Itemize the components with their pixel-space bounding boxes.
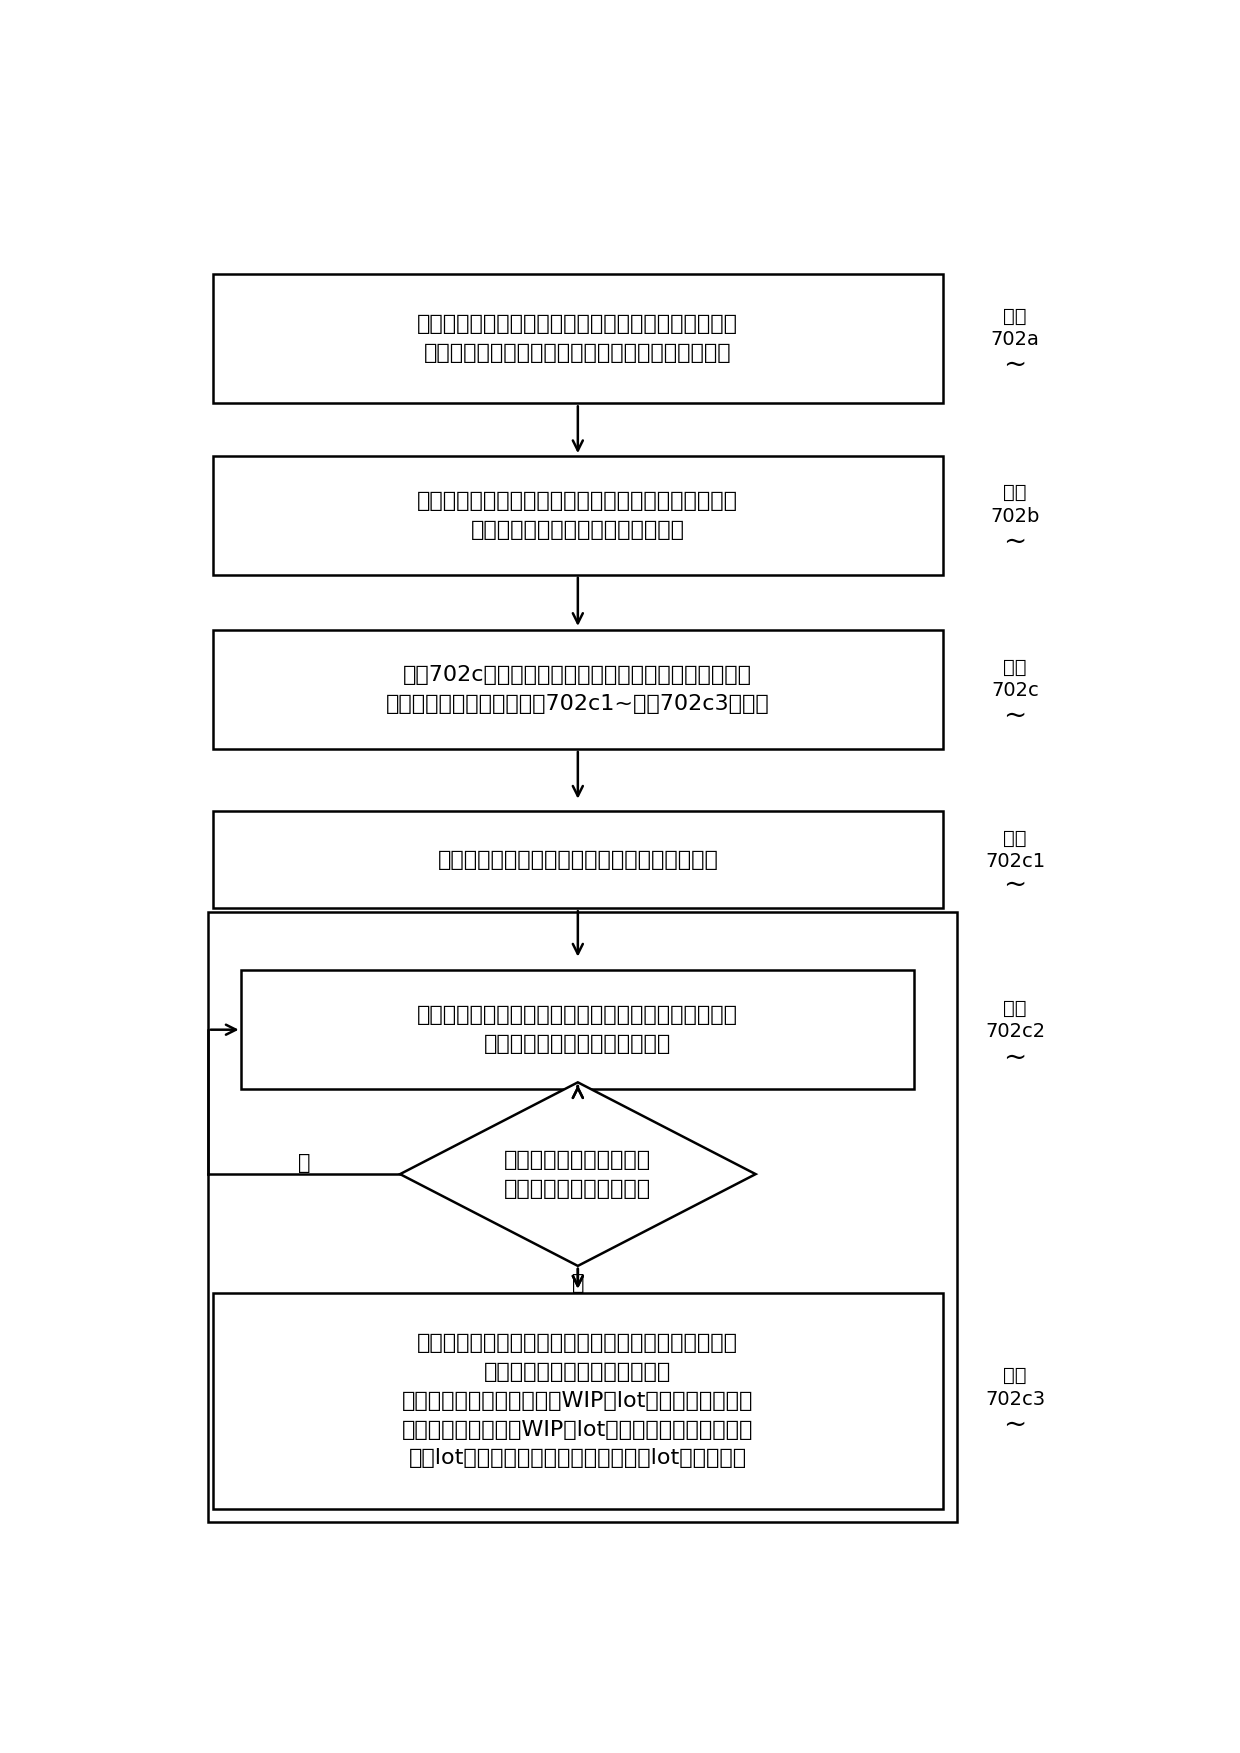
Text: 统计本段单位生产时段中的所有生产机台的产量和机台
最大产能，以获得产量大于机台最大产能的生产机台: 统计本段单位生产时段中的所有生产机台的产量和机台 最大产能，以获得产量大于机台最… <box>418 314 738 363</box>
Text: 步骤
702b: 步骤 702b <box>991 484 1040 526</box>
Polygon shape <box>401 1082 755 1266</box>
Text: 步骤
702c2: 步骤 702c2 <box>985 999 1045 1041</box>
Text: 步骤
702c3: 步骤 702c3 <box>985 1366 1045 1409</box>
Text: ~: ~ <box>1003 529 1027 556</box>
Text: ~: ~ <box>1003 1045 1027 1071</box>
Bar <box>213 629 942 749</box>
Text: ~: ~ <box>1003 703 1027 729</box>
Bar <box>213 456 942 575</box>
Text: 步骤
702a: 步骤 702a <box>991 307 1039 349</box>
Text: 将所获得的产量大于机台最大产能的生产机台，按照机
台工作负载从大到小的顺序进行排序: 将所获得的产量大于机台最大产能的生产机台，按照机 台工作负载从大到小的顺序进行排… <box>418 491 738 540</box>
Text: ~: ~ <box>1003 871 1027 899</box>
Text: 步骤
702c1: 步骤 702c1 <box>985 829 1045 871</box>
Text: 步骤
702c: 步骤 702c <box>991 657 1039 699</box>
Text: 否: 否 <box>298 1153 310 1173</box>
Text: 步骤702c、将从大到小进行排序后的生产机台，按照从
大到小的顺序依次进行步骤702c1~步骤702c3的操作: 步骤702c、将从大到小进行排序后的生产机台，按照从 大到小的顺序依次进行步骤7… <box>386 664 770 713</box>
Text: 按照出货时间对本生产机台的出货记录进行排序: 按照出货时间对本生产机台的出货记录进行排序 <box>438 850 718 869</box>
Bar <box>208 912 957 1522</box>
Text: 删去本生产机台未被累加的出货记录，并删去其它生产
机台符合以下条件的出货记录：
其它生产机台的出货记录中WIP的lot号与本生产机台未
被累加的出货记录中WIP: 删去本生产机台未被累加的出货记录，并删去其它生产 机台符合以下条件的出货记录： … <box>402 1334 754 1469</box>
Text: 是: 是 <box>572 1273 584 1294</box>
Text: 从本机台的生产记录中的第一条记录开始进行出货量的
逐条累加，以获得出货量累加值: 从本机台的生产记录中的第一条记录开始进行出货量的 逐条累加，以获得出货量累加值 <box>418 1004 738 1054</box>
Bar <box>213 1294 942 1509</box>
Text: 出货量累加值是否大于本
生产机台的机台最大产能: 出货量累加值是否大于本 生产机台的机台最大产能 <box>505 1150 651 1199</box>
Text: ~: ~ <box>1003 1411 1027 1439</box>
Bar <box>242 971 914 1089</box>
Text: ~: ~ <box>1003 352 1027 379</box>
Bar <box>213 812 942 908</box>
Bar <box>213 275 942 403</box>
